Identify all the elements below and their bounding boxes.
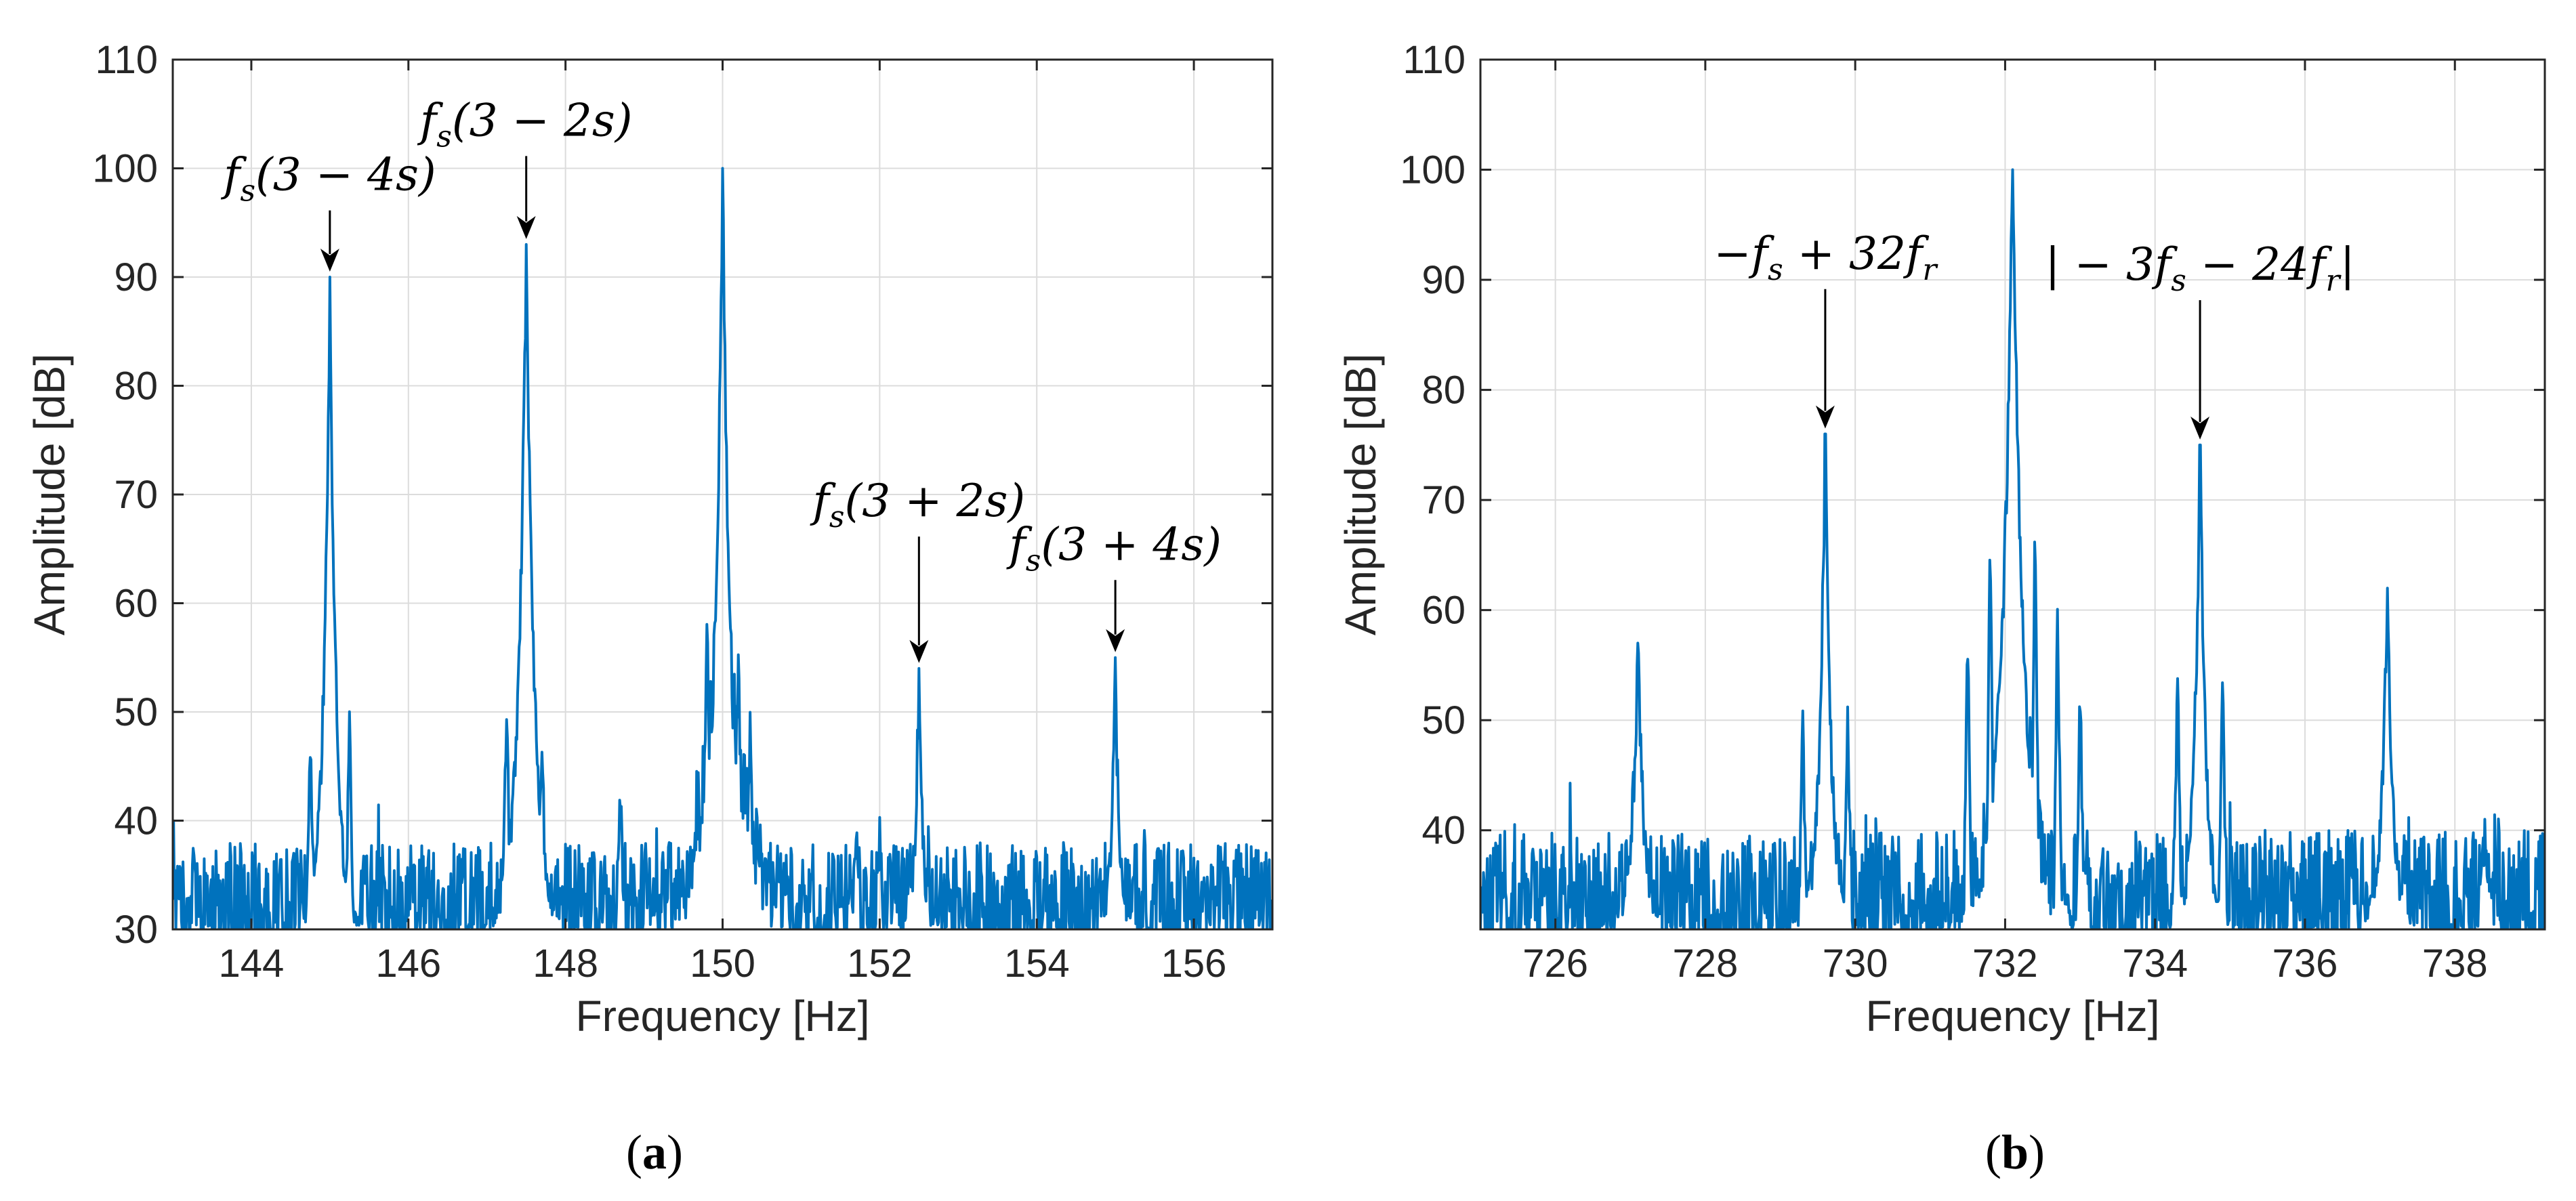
y-tick-label: 70 (114, 473, 158, 517)
y-tick-label: 90 (1421, 258, 1466, 302)
y-tick-label: 110 (1403, 38, 1466, 82)
x-tick-label: 734 (2122, 942, 2188, 986)
x-tick-label: 732 (1972, 942, 2038, 986)
x-tick-label: 730 (1823, 942, 1888, 986)
annotation-label: −fs + 32fr (1713, 228, 1938, 287)
y-tick-label: 50 (114, 690, 158, 734)
y-tick-label: 100 (1400, 148, 1466, 192)
y-tick-label: 60 (114, 582, 158, 626)
annotation-label: fs(3 + 2s) (809, 475, 1025, 534)
x-tick-label: 726 (1522, 942, 1588, 986)
y-tick-label: 80 (114, 364, 158, 408)
y-tick-label: 60 (1421, 589, 1466, 633)
y-tick-label: 30 (114, 908, 158, 952)
y-axis-label: Amplitude [dB] (1336, 354, 1385, 635)
annotation-label: fs(3 − 4s) (220, 149, 436, 209)
annotation-label: | − 3fs − 24fr| (2045, 238, 2354, 298)
y-tick-label: 100 (92, 147, 158, 191)
arrowhead (320, 249, 339, 272)
x-tick-label: 738 (2422, 942, 2488, 986)
x-tick-label: 146 (375, 942, 441, 986)
annotation-label: fs(3 + 4s) (1005, 518, 1222, 578)
arrowhead (516, 215, 536, 239)
arrowhead (2190, 416, 2210, 440)
y-tick-label: 110 (96, 38, 158, 82)
y-axis-label: Amplitude [dB] (25, 354, 74, 635)
y-tick-label: 40 (114, 799, 158, 843)
x-axis-label: Frequency [Hz] (576, 992, 870, 1040)
x-axis-label: Frequency [Hz] (1866, 992, 2160, 1040)
y-tick-label: 50 (1421, 698, 1466, 742)
x-tick-label: 736 (2272, 942, 2338, 986)
arrowhead (1815, 405, 1835, 429)
peak-annotation: −fs + 32fr (1713, 228, 1938, 429)
subfigure-caption: (a) (626, 1125, 683, 1179)
panel-a: 144 146 148 150 152 154 156 30 40 50 60 70 80 90 100 11… (25, 38, 1274, 1179)
x-tick-label: 144 (219, 942, 285, 986)
arrowhead (1106, 629, 1125, 652)
arrowhead (909, 639, 929, 663)
x-tick-label: 148 (533, 942, 598, 986)
x-tick-label: 156 (1161, 942, 1227, 986)
spectrum-series (1480, 168, 2545, 929)
x-tick-label: 152 (847, 942, 913, 986)
peak-annotation: | − 3fs − 24fr| (2045, 238, 2355, 440)
x-tick-label: 150 (690, 942, 755, 986)
y-tick-label: 70 (1421, 478, 1466, 522)
peak-annotation: fs(3 + 4s) (1005, 518, 1222, 652)
annotation-label: fs(3 − 2s) (417, 94, 633, 154)
peak-annotation: fs(3 − 2s) (417, 94, 633, 239)
peak-annotation: fs(3 + 2s) (809, 475, 1025, 663)
y-tick-label: 40 (1421, 809, 1466, 853)
panel-b: 726 728 730 732 734 736 738 40 50 60 70 80 90 100 110 F… (1336, 38, 2546, 1179)
y-tick-label: 90 (114, 255, 158, 299)
y-tick-label: 80 (1421, 368, 1466, 413)
subfigure-caption: (b) (1985, 1125, 2045, 1179)
axes-frame (1479, 58, 2546, 931)
x-tick-label: 728 (1673, 942, 1739, 986)
spectrum-series (173, 167, 1272, 929)
peak-annotation: fs(3 − 4s) (220, 149, 436, 272)
x-tick-label: 154 (1004, 942, 1070, 986)
